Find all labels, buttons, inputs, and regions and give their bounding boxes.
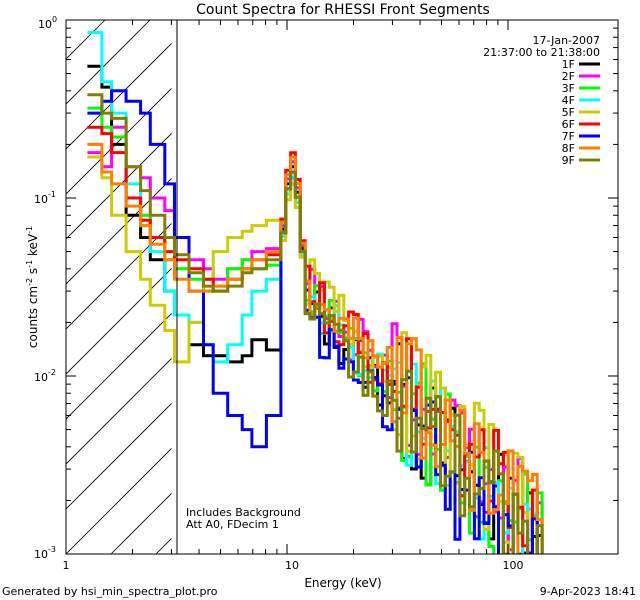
legend-label-4f: 4F xyxy=(562,94,575,107)
svg-text:100: 100 xyxy=(38,15,57,31)
annotation-background: Includes Background xyxy=(186,506,301,519)
y-tick-label-0.01: 10-2 xyxy=(34,368,56,384)
hatch-line xyxy=(66,267,172,375)
legend-label-8f: 8F xyxy=(562,142,575,155)
footer-timestamp: 9-Apr-2023 18:41 xyxy=(540,585,636,598)
legend-label-1f: 1F xyxy=(562,58,575,71)
hatch-line xyxy=(606,20,640,554)
hatch-line xyxy=(66,447,172,554)
axis-ticks xyxy=(65,19,618,555)
hatch-line xyxy=(471,20,640,554)
chart-title: Count Spectra for RHESSI Front Segments xyxy=(196,2,490,18)
y-tick-label-0.001: 10-3 xyxy=(34,545,56,561)
hatch-line xyxy=(66,42,172,150)
legend-label-2f: 2F xyxy=(562,70,575,83)
x-axis-label: Energy (keV) xyxy=(304,576,381,590)
info-date: 17-Jan-2007 xyxy=(533,34,601,47)
legend-label-7f: 7F xyxy=(562,130,575,143)
hatch-line xyxy=(66,222,172,330)
x-tick-label-1: 1 xyxy=(63,559,70,572)
series-line-9f xyxy=(87,93,544,554)
info-time-range: 21:37:00 to 21:38:00 xyxy=(483,46,600,59)
plot-frame xyxy=(65,19,619,555)
svg-text:counts cm-2 s-1 keV-1: counts cm-2 s-1 keV-1 xyxy=(25,226,40,348)
annotation-attenuator: Att A0, FDecim 1 xyxy=(186,518,279,531)
legend-label-9f: 9F xyxy=(562,154,575,167)
footer-generator: Generated by hsi_min_spectra_plot.pro xyxy=(2,585,218,598)
hatched-region xyxy=(0,20,640,554)
series-line-5f xyxy=(87,155,539,554)
x-tick-label-100: 100 xyxy=(503,559,524,572)
hatch-line xyxy=(66,402,172,510)
svg-text:10-3: 10-3 xyxy=(34,545,56,561)
series-layer xyxy=(87,31,544,554)
legend-label-5f: 5F xyxy=(562,106,575,119)
svg-text:10-1: 10-1 xyxy=(34,190,56,206)
hatch-line xyxy=(66,357,172,465)
hatch-line xyxy=(0,20,15,554)
legend-label-6f: 6F xyxy=(562,118,575,131)
y-tick-label-1: 100 xyxy=(38,15,57,31)
hatch-line xyxy=(66,87,172,195)
hatch-line xyxy=(66,20,106,60)
y-tick-label-0.1: 10-1 xyxy=(34,190,56,206)
series-line-8f xyxy=(87,142,544,554)
y-axis-label: counts cm-2 s-1 keV-1 xyxy=(25,226,40,348)
svg-text:10-2: 10-2 xyxy=(34,368,56,384)
legend-label-3f: 3F xyxy=(562,82,575,95)
x-tick-label-10: 10 xyxy=(285,559,299,572)
